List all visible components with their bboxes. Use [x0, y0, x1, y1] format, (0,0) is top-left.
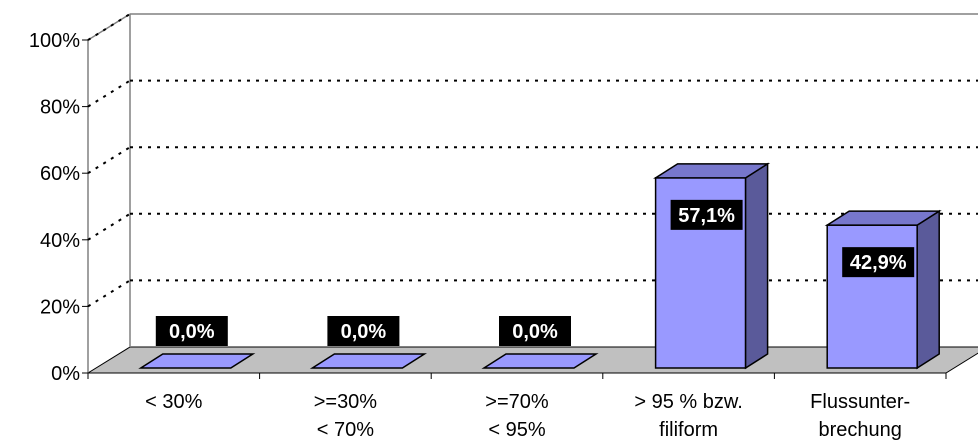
data-label: 0,0% [512, 321, 558, 343]
bar [653, 162, 771, 370]
gridline-side [87, 212, 131, 241]
y-tick-label: 80% [40, 97, 80, 119]
category-label: > 95 % bzw. filiform [634, 391, 742, 441]
side-wall [87, 13, 131, 373]
bar-side [916, 209, 940, 370]
bar [138, 353, 256, 369]
y-tick-label: 20% [40, 296, 80, 318]
category-label: >=70% < 95% [485, 391, 549, 441]
bar [309, 353, 427, 369]
gridline-side [87, 79, 131, 108]
bar-top [824, 210, 942, 226]
category-label-line: >=70% [485, 391, 549, 413]
data-label-bg [499, 316, 571, 346]
category-label-line: < 70% [317, 419, 374, 441]
category-label: >=30% < 70% [314, 391, 378, 441]
bar [481, 353, 599, 369]
bar-front [826, 224, 918, 369]
data-label-bg [327, 316, 400, 346]
category-label-line: Flussunter- [810, 391, 910, 413]
y-tick-label: 0% [51, 363, 80, 385]
data-label-bg [670, 199, 743, 230]
category-label-line: >=30% [314, 391, 378, 413]
gridline-side [87, 279, 131, 308]
y-axis-ticks: 0% 20% 40% 60% 80% 100% [29, 30, 88, 385]
category-label-line: brechung [818, 419, 901, 441]
data-label-bg [155, 316, 228, 346]
data-label: 57,1% [678, 205, 735, 227]
y-tick-label: 60% [40, 163, 80, 185]
bar-top [653, 163, 771, 179]
category-label-line: < 30% [145, 391, 202, 413]
bar-top [138, 353, 256, 369]
bar-top [309, 353, 427, 369]
gridline-side [87, 146, 131, 175]
data-label: 0,0% [341, 321, 387, 343]
data-label-bg [842, 247, 915, 278]
bar [824, 209, 942, 370]
x-axis-categories: < 30% >=30% < 70% >=70% < 95% > 95 % bzw. fili… [87, 373, 947, 441]
category-label-line: < 95% [488, 419, 545, 441]
data-label: 0,0% [169, 321, 215, 343]
y-tick-label: 40% [40, 230, 80, 252]
bar-side [744, 162, 769, 370]
category-label-line: > 95 % bzw. [634, 391, 742, 413]
y-tick-label: 100% [29, 30, 80, 52]
category-label: Flussunter-brechung [810, 391, 910, 441]
data-labels: 0,0% 0,0% 0,0% 57,1% 42,9% [155, 199, 915, 346]
category-label: < 30% [145, 391, 202, 413]
data-label: 42,9% [850, 252, 907, 274]
category-label-line: filiform [659, 419, 718, 441]
bar-top [481, 353, 599, 369]
